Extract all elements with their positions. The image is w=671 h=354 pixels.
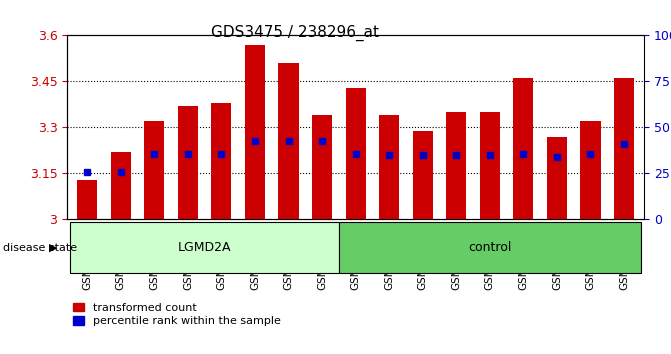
FancyBboxPatch shape: [339, 222, 641, 273]
Bar: [614, 78, 634, 219]
Bar: [211, 103, 231, 219]
Text: control: control: [468, 241, 511, 254]
Bar: [547, 137, 567, 219]
Text: ▶: ▶: [48, 243, 57, 253]
Bar: [480, 112, 500, 219]
Text: disease state: disease state: [3, 243, 77, 253]
Bar: [144, 121, 164, 219]
Text: LGMD2A: LGMD2A: [178, 241, 231, 254]
Bar: [446, 112, 466, 219]
Bar: [278, 63, 299, 219]
Bar: [413, 131, 433, 219]
Bar: [379, 115, 399, 219]
Bar: [346, 87, 366, 219]
Text: GDS3475 / 238296_at: GDS3475 / 238296_at: [211, 25, 379, 41]
Bar: [178, 106, 198, 219]
Bar: [513, 78, 533, 219]
Bar: [111, 152, 131, 219]
Legend: transformed count, percentile rank within the sample: transformed count, percentile rank withi…: [72, 303, 280, 326]
Bar: [77, 179, 97, 219]
Bar: [312, 115, 332, 219]
Bar: [245, 45, 265, 219]
Bar: [580, 121, 601, 219]
FancyBboxPatch shape: [70, 222, 339, 273]
